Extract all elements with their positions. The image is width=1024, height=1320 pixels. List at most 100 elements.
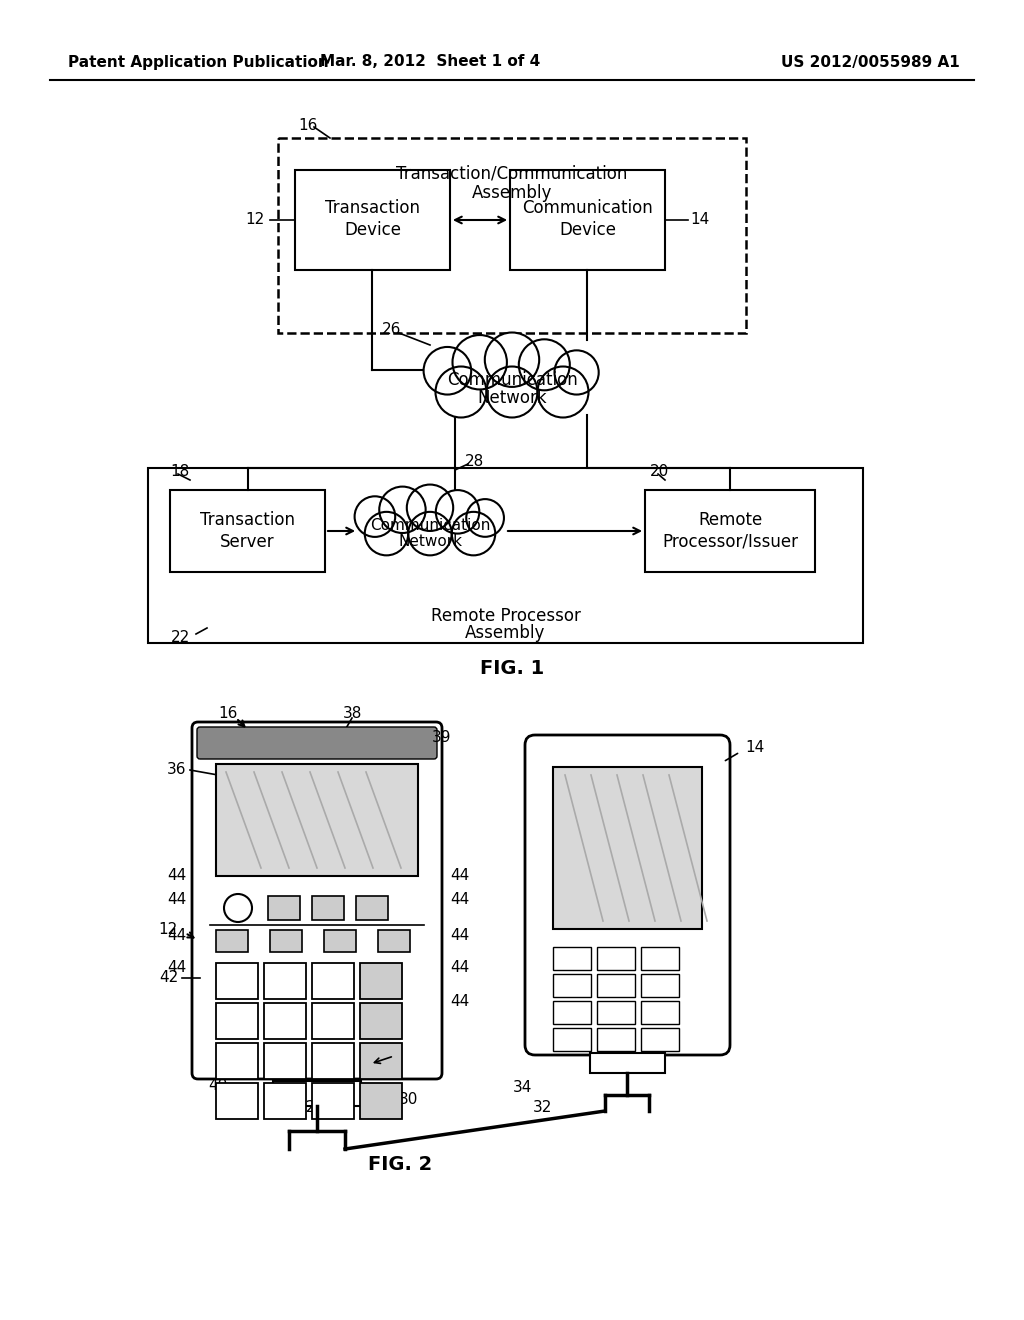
Bar xyxy=(641,974,679,997)
Bar xyxy=(435,354,589,400)
Bar xyxy=(148,469,863,643)
Text: 12: 12 xyxy=(159,923,178,937)
Circle shape xyxy=(519,339,569,391)
Bar xyxy=(324,931,356,952)
Bar xyxy=(216,964,258,999)
Bar xyxy=(597,974,635,997)
Text: Mar. 8, 2012  Sheet 1 of 4: Mar. 8, 2012 Sheet 1 of 4 xyxy=(319,54,540,70)
Bar xyxy=(312,896,344,920)
Text: 00: 00 xyxy=(324,1093,343,1109)
FancyBboxPatch shape xyxy=(525,735,730,1055)
Bar xyxy=(360,1003,402,1039)
Circle shape xyxy=(365,512,409,556)
Circle shape xyxy=(224,894,252,921)
Bar xyxy=(170,490,325,572)
Bar xyxy=(295,170,450,271)
Text: FIG. 2: FIG. 2 xyxy=(368,1155,432,1175)
Text: 4: 4 xyxy=(568,979,575,993)
Bar xyxy=(312,1082,354,1119)
Bar xyxy=(312,1003,354,1039)
Text: 16: 16 xyxy=(298,117,317,132)
Bar xyxy=(360,1043,402,1078)
Text: 44: 44 xyxy=(167,928,186,942)
Circle shape xyxy=(424,347,471,395)
Circle shape xyxy=(538,367,589,417)
Text: 2: 2 xyxy=(612,952,620,965)
Text: Transaction: Transaction xyxy=(325,199,420,216)
Text: 36: 36 xyxy=(167,763,186,777)
Text: Communication: Communication xyxy=(370,517,490,532)
Text: 9: 9 xyxy=(656,1006,664,1019)
Bar xyxy=(553,767,702,929)
Text: Communication: Communication xyxy=(446,371,578,389)
Bar xyxy=(356,896,388,920)
Bar xyxy=(553,974,591,997)
Text: 44: 44 xyxy=(167,892,186,908)
Text: 44: 44 xyxy=(167,867,186,883)
Bar xyxy=(597,1001,635,1024)
Text: 8: 8 xyxy=(281,1053,290,1068)
Text: 14: 14 xyxy=(690,213,710,227)
Circle shape xyxy=(407,484,454,531)
Bar xyxy=(553,1001,591,1024)
Bar xyxy=(510,170,665,271)
Text: Network: Network xyxy=(398,535,462,549)
Text: Network: Network xyxy=(477,389,547,407)
Text: 14: 14 xyxy=(745,741,764,755)
Bar xyxy=(216,931,248,952)
Text: 5: 5 xyxy=(281,1014,290,1028)
Text: Remote: Remote xyxy=(698,511,762,529)
Bar xyxy=(641,946,679,970)
Circle shape xyxy=(379,487,426,533)
Bar xyxy=(264,1003,306,1039)
Bar xyxy=(641,1001,679,1024)
Circle shape xyxy=(466,499,504,537)
Text: Assembly: Assembly xyxy=(472,183,552,202)
Circle shape xyxy=(435,367,486,417)
Text: US 2012/0055989 A1: US 2012/0055989 A1 xyxy=(780,54,959,70)
Text: 44: 44 xyxy=(450,892,469,908)
Text: Device: Device xyxy=(344,220,401,239)
Bar xyxy=(365,503,496,540)
Text: 44: 44 xyxy=(450,928,469,942)
Text: 44: 44 xyxy=(167,961,186,975)
Bar xyxy=(312,964,354,999)
Circle shape xyxy=(555,350,599,395)
Bar xyxy=(590,1053,665,1073)
Bar xyxy=(360,964,402,999)
Text: 44: 44 xyxy=(450,867,469,883)
Text: 3: 3 xyxy=(656,952,664,965)
Circle shape xyxy=(452,512,496,556)
Text: 44: 44 xyxy=(450,994,469,1008)
Text: 1: 1 xyxy=(568,952,575,965)
Text: 0: 0 xyxy=(281,1093,290,1109)
Bar xyxy=(553,946,591,970)
Text: 16: 16 xyxy=(218,706,238,722)
Text: FIG. 1: FIG. 1 xyxy=(480,659,544,677)
Text: Transaction/Communication: Transaction/Communication xyxy=(396,164,628,182)
Bar xyxy=(312,1043,354,1078)
Text: 28: 28 xyxy=(465,454,484,470)
Text: 32: 32 xyxy=(297,1101,316,1115)
Text: 20: 20 xyxy=(650,465,670,479)
Text: 4: 4 xyxy=(232,1014,242,1028)
Bar xyxy=(360,1082,402,1119)
Bar xyxy=(216,1003,258,1039)
Circle shape xyxy=(453,335,507,389)
Text: Communication: Communication xyxy=(522,199,653,216)
Bar xyxy=(216,764,418,876)
Text: 9: 9 xyxy=(328,1053,338,1068)
Bar xyxy=(597,946,635,970)
Text: Device: Device xyxy=(559,220,616,239)
Text: 32: 32 xyxy=(534,1101,553,1115)
Bar xyxy=(645,490,815,572)
Text: *: * xyxy=(569,1034,575,1045)
Text: 44: 44 xyxy=(450,961,469,975)
Text: 7: 7 xyxy=(232,1053,242,1068)
Text: 34: 34 xyxy=(513,1080,532,1094)
Bar xyxy=(264,1082,306,1119)
Text: 6: 6 xyxy=(656,979,664,993)
FancyBboxPatch shape xyxy=(197,727,437,759)
Bar xyxy=(264,1043,306,1078)
Text: 40: 40 xyxy=(208,1077,227,1093)
